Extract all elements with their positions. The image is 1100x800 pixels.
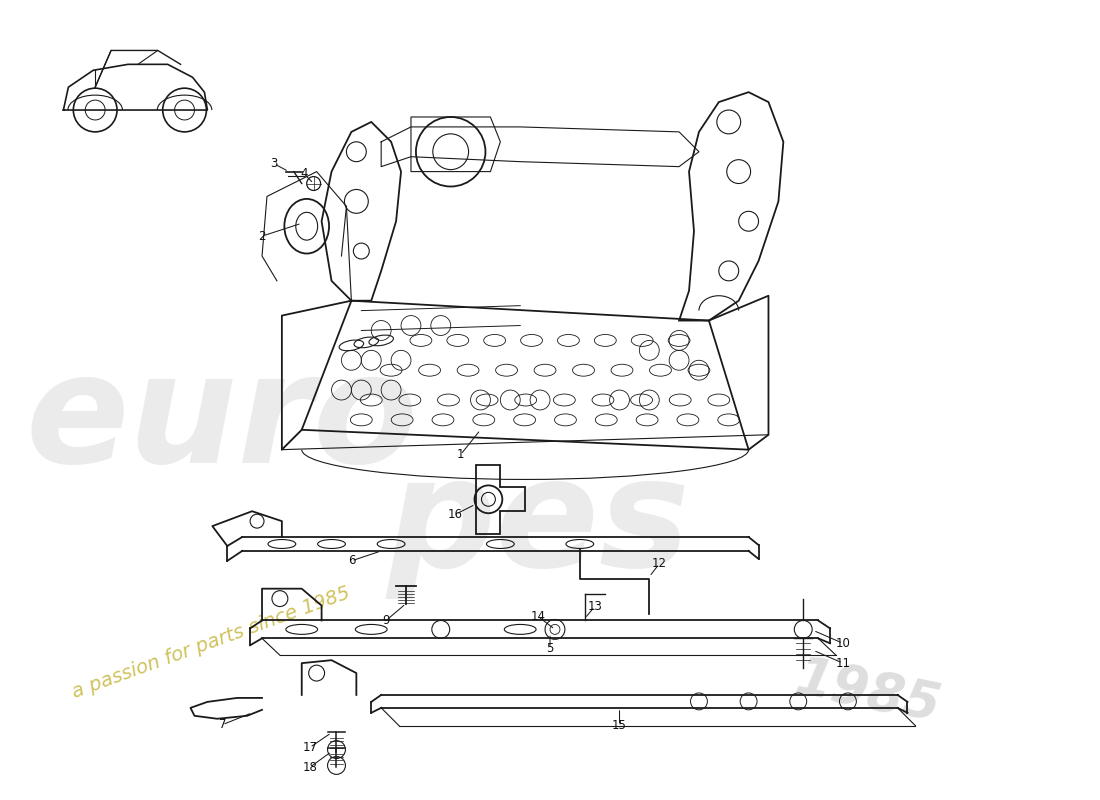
Text: 17: 17 [302,741,317,754]
Text: 12: 12 [651,558,667,570]
Text: 1: 1 [456,448,464,461]
Text: 10: 10 [836,637,850,650]
Text: pes: pes [386,450,690,598]
Text: a passion for parts since 1985: a passion for parts since 1985 [69,583,353,702]
Text: 5: 5 [547,642,553,654]
Text: 18: 18 [302,761,317,774]
Text: 11: 11 [836,657,850,670]
Text: 2: 2 [258,230,266,242]
Text: 1985: 1985 [790,652,945,734]
Text: 16: 16 [448,508,463,521]
Text: euro: euro [25,346,418,495]
Text: 14: 14 [530,610,546,623]
Text: 15: 15 [612,719,627,732]
Text: 9: 9 [383,614,389,627]
Text: 6: 6 [348,554,355,567]
Text: 7: 7 [219,718,225,731]
Text: 3: 3 [271,157,277,170]
Text: 13: 13 [587,600,602,613]
Text: 4: 4 [300,167,308,180]
